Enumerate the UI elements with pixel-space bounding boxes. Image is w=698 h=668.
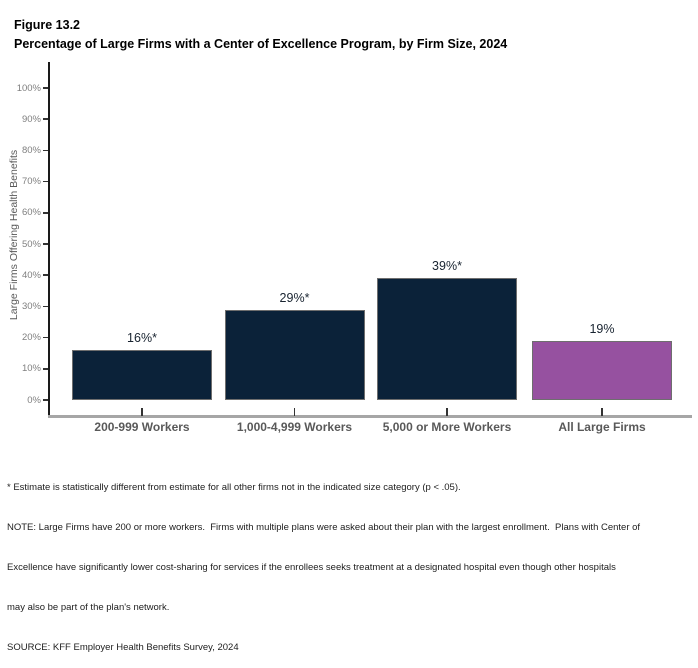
bar-value-label: 16%*: [127, 331, 157, 346]
y-tick-mark: [43, 368, 48, 370]
figure-title: Percentage of Large Firms with a Center …: [14, 37, 508, 51]
y-tick-label: 100%: [16, 82, 41, 94]
y-tick-label: 80%: [21, 144, 41, 156]
y-tick-label: 10%: [21, 363, 41, 375]
y-tick-label: 60%: [21, 207, 41, 219]
x-axis-category-label: 1,000-4,999 Workers: [236, 420, 353, 434]
y-tick-mark: [43, 274, 48, 276]
footnote-note-line-1: NOTE: Large Firms have 200 or more worke…: [7, 521, 641, 533]
bar: [72, 350, 212, 400]
footnotes: * Estimate is statistically different fr…: [7, 454, 640, 668]
x-tick-mark: [601, 408, 603, 416]
y-tick-label: 50%: [21, 238, 41, 250]
footnote-source: SOURCE: KFF Employer Health Benefits Sur…: [7, 641, 239, 653]
y-tick-label: 90%: [21, 113, 41, 125]
y-tick-mark: [43, 399, 48, 401]
y-tick-label: 40%: [21, 269, 41, 281]
y-tick-label: 20%: [21, 332, 41, 344]
y-tick-label: 70%: [21, 176, 41, 188]
footnote-note-line-2: Excellence have significantly lower cost…: [7, 561, 616, 573]
y-tick-mark: [43, 243, 48, 245]
bar-value-label: 29%*: [279, 290, 310, 305]
footnote-asterisk: * Estimate is statistically different fr…: [7, 481, 461, 493]
bar: [532, 340, 672, 400]
x-axis-category-label: 5,000 or More Workers: [382, 420, 512, 434]
y-tick-mark: [43, 305, 48, 308]
x-axis-category-label: All Large Firms: [558, 420, 646, 434]
footnote-note-line-3: may also be part of the plan's network.: [7, 601, 170, 613]
figure-label: Figure 13.2: [14, 18, 80, 32]
y-axis-line: [48, 62, 50, 417]
x-axis-category-label: 200-999 Workers: [94, 420, 190, 434]
y-tick-mark: [43, 180, 48, 183]
x-tick-mark: [446, 408, 448, 416]
bar-chart: Large Firms Offering Health Benefits 0% 1…: [8, 62, 692, 434]
y-tick-mark: [43, 87, 48, 89]
y-tick-mark: [43, 118, 48, 120]
x-tick-mark: [293, 408, 296, 416]
bar: [377, 278, 517, 400]
x-axis-line: [48, 415, 692, 418]
bar-value-label: 19%: [589, 321, 615, 336]
bar-value-label: 39%*: [432, 259, 462, 274]
y-tick-mark: [43, 212, 48, 214]
y-tick-label: 0%: [27, 394, 41, 406]
y-tick-mark: [43, 149, 48, 152]
bar: [224, 309, 365, 400]
y-tick-label: 30%: [21, 300, 41, 312]
y-tick-mark: [43, 336, 48, 339]
x-tick-mark: [141, 408, 143, 416]
